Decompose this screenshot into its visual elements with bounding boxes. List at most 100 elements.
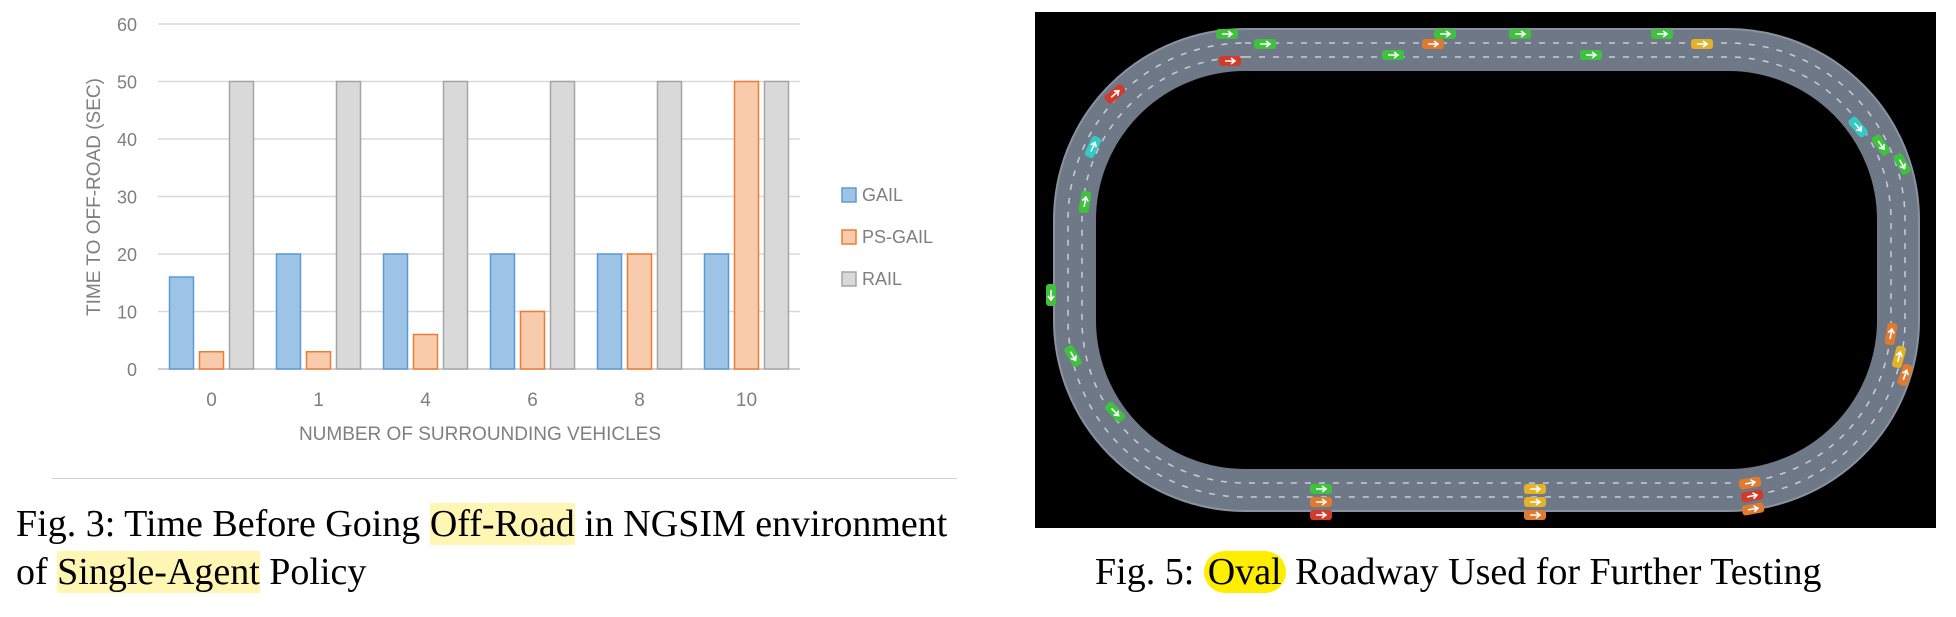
vehicle-green (1434, 29, 1456, 39)
fig3-caption-line2: of Single-Agent Policy (16, 548, 947, 596)
legend-label-ps-gail: PS-GAIL (862, 227, 933, 247)
legend-label-rail: RAIL (862, 269, 902, 289)
vehicle-arrow (1440, 30, 1452, 38)
y-tick-label: 10 (117, 303, 137, 323)
vehicle-green (1893, 153, 1911, 175)
bar-gail (489, 253, 516, 370)
y-axis-label: TIME TO OFF-ROAD (SEC) (84, 78, 105, 316)
vehicle-green (1216, 29, 1238, 39)
vehicle-orange (1738, 476, 1762, 490)
vehicle-arrow (1898, 159, 1906, 170)
vehicle-orange (1884, 322, 1898, 346)
bar-ps-gail (626, 253, 653, 370)
oval-roadway-drawing (1046, 28, 1920, 520)
x-tick-label: 6 (527, 390, 538, 411)
vehicle-green (1064, 345, 1082, 367)
vehicle-arrow (1316, 485, 1328, 493)
vehicle-arrow (1854, 122, 1863, 132)
oval-roadway-figure (1035, 12, 1936, 528)
vehicle-arrow (1515, 30, 1527, 38)
vehicle-arrow (1747, 505, 1760, 513)
bar-rail (228, 80, 255, 370)
vehicle-arrow (1530, 485, 1542, 493)
vehicle-arrow (1316, 498, 1328, 506)
vehicle-orange (1310, 497, 1332, 507)
vehicle-green (1382, 50, 1404, 60)
fig3-caption-line1: Fig. 3: Time Before Going Off-Road in NG… (16, 500, 947, 548)
vehicle-arrow (1081, 195, 1089, 208)
fig3-caption-text: in NGSIM environment (574, 503, 948, 545)
vehicle-arrow (1877, 140, 1885, 151)
chart-bars (168, 80, 790, 370)
chart-divider (52, 478, 957, 479)
vehicle-yellow (1524, 497, 1546, 507)
fig3-caption: Fig. 3: Time Before Going Off-Road in NG… (16, 500, 947, 596)
bar-ps-gail (412, 333, 439, 370)
vehicle-arrow (1047, 290, 1055, 302)
vehicle-arrow (1530, 511, 1542, 519)
legend-swatch-ps-gail (841, 229, 857, 245)
vehicle-green (1310, 484, 1332, 494)
vehicle-arrow (1069, 351, 1077, 362)
vehicle-arrow (1746, 492, 1759, 500)
road-outer-edge (1053, 28, 1920, 512)
vehicle-arrow (1697, 40, 1709, 48)
vehicle-green (1509, 29, 1531, 39)
bar-gail (703, 253, 730, 370)
y-tick-label: 0 (127, 360, 137, 380)
vehicle-red (1310, 510, 1332, 520)
vehicle-green (1254, 39, 1276, 49)
vehicle-orange (1524, 510, 1546, 520)
fig3-caption-text: Fig. 3: Time Before Going (16, 503, 430, 545)
vehicles (1046, 29, 1913, 520)
legend-swatch-rail (841, 271, 857, 287)
fig5-caption: Fig. 5: Oval Roadway Used for Further Te… (1095, 548, 1822, 596)
vehicle-red (1104, 84, 1126, 104)
vehicle-arrow (1090, 141, 1097, 152)
vehicle-arrow (1895, 350, 1903, 363)
fig3-caption-text: of (16, 551, 58, 593)
bar-rail (442, 80, 469, 370)
vehicle-arrow (1744, 479, 1757, 487)
bar-ps-gail (733, 80, 760, 370)
legend-swatch-gail (841, 187, 857, 203)
bar-rail (656, 80, 683, 370)
vehicle-green (1078, 190, 1092, 214)
bar-chart: 0 10 20 30 40 50 60 0 1 4 6 8 10 GAIL PS-GAIL RAIL NU… (84, 15, 933, 445)
fig5-caption-text: Roadway Used for Further Testing (1285, 551, 1822, 593)
vehicle-arrow (1110, 407, 1120, 417)
vehicle-arrow (1110, 89, 1120, 98)
vehicle-yellow (1891, 345, 1907, 369)
vehicle-arrow (1388, 51, 1400, 59)
x-tick-label: 8 (634, 390, 645, 411)
x-axis-label: NUMBER OF SURROUNDING VEHICLES (299, 424, 661, 445)
vehicle-red (1740, 489, 1764, 503)
bar-gail (275, 253, 302, 370)
vehicle-arrow (1222, 30, 1234, 38)
bar-rail (335, 80, 362, 370)
y-tick-label: 60 (117, 15, 137, 35)
vehicle-arrow (1260, 40, 1272, 48)
bar-rail (763, 80, 790, 370)
fig5-caption-text: Fig. 5: (1095, 551, 1204, 593)
x-tick-label: 4 (420, 390, 431, 411)
vehicle-cyan (1084, 135, 1102, 159)
vehicle-red (1219, 56, 1241, 66)
y-tick-labels: 0 10 20 30 40 50 60 (117, 15, 137, 380)
legend-label-gail: GAIL (862, 185, 903, 205)
vehicle-green (1580, 50, 1602, 60)
highlight-oval: Oval (1203, 551, 1286, 593)
y-tick-label: 50 (117, 73, 137, 93)
x-tick-label: 0 (206, 390, 217, 411)
bar-gail (168, 276, 195, 370)
bar-gail (382, 253, 409, 370)
vehicle-cyan (1848, 116, 1868, 138)
vehicle-arrow (1225, 57, 1237, 65)
vehicle-green (1104, 401, 1126, 423)
x-tick-labels: 0 1 4 6 8 10 (206, 390, 757, 411)
chart-gridlines (158, 23, 800, 370)
lane-marking (1067, 42, 1906, 498)
vehicle-green (1871, 134, 1891, 156)
vehicle-orange (1741, 502, 1765, 516)
highlight-single-agent: Single-Agent (57, 551, 260, 593)
